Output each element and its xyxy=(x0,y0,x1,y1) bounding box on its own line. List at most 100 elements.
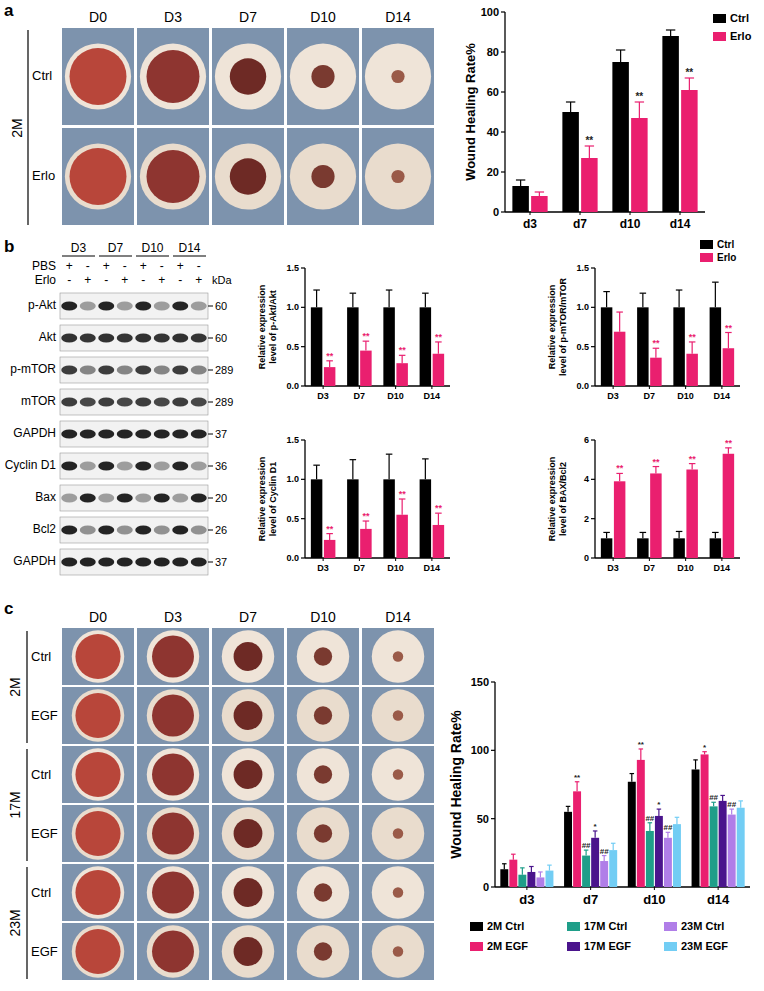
skin xyxy=(147,689,199,741)
x-tick xyxy=(431,558,432,561)
kda-label: 37 xyxy=(215,556,227,568)
error-line xyxy=(402,355,403,363)
y-axis-label: Relative expressionlevel of p-mTOR/mTOR xyxy=(547,277,568,376)
wound xyxy=(393,710,403,720)
y-tick-label: 0.5 xyxy=(286,342,299,352)
blot-band xyxy=(80,494,96,503)
error-line xyxy=(722,795,723,800)
photo-background xyxy=(137,864,209,921)
error-cap xyxy=(603,532,610,533)
wound xyxy=(311,165,334,188)
row-label: EGF xyxy=(31,708,58,723)
wound-photo xyxy=(62,746,134,803)
error-bar xyxy=(511,854,516,859)
error-line xyxy=(606,292,607,308)
error-bar xyxy=(635,102,644,118)
x-tick-label: D3 xyxy=(317,563,329,573)
wound xyxy=(230,58,266,94)
error-line xyxy=(365,521,366,529)
chart: 0.00.51.01.5D3D7D10D14Relative expressio… xyxy=(257,435,450,573)
error-line xyxy=(576,782,577,792)
y-tick-label: 1.5 xyxy=(286,435,299,445)
x-tick xyxy=(323,558,324,561)
x-tick-label: d3 xyxy=(523,217,537,231)
bar xyxy=(614,332,625,386)
blot-band xyxy=(98,334,114,343)
error-line xyxy=(640,749,641,760)
error-line xyxy=(619,312,620,332)
x-tick xyxy=(685,558,686,561)
y-tick-label: 100 xyxy=(481,6,499,18)
plot-area xyxy=(311,454,444,558)
annotations: ******** xyxy=(616,438,732,474)
x-tick-label: D7 xyxy=(644,391,656,401)
wound xyxy=(234,937,263,966)
group-bracket xyxy=(26,631,27,743)
error-bar xyxy=(720,795,725,800)
wound xyxy=(314,824,332,842)
legend-swatch xyxy=(567,942,580,951)
error-bar xyxy=(729,809,734,814)
error-line xyxy=(389,290,390,307)
error-line xyxy=(639,102,640,118)
y-tick-label: 0.5 xyxy=(286,514,299,524)
error-cap xyxy=(535,191,544,192)
x-tick-label: d10 xyxy=(643,892,665,907)
wound-photo xyxy=(287,687,359,744)
error-bar xyxy=(547,865,552,870)
treatment-sign: + xyxy=(121,273,128,287)
legend-swatch xyxy=(700,253,713,262)
y-tick xyxy=(501,131,505,132)
wound xyxy=(70,148,127,205)
blot-band xyxy=(191,302,207,311)
error-bar xyxy=(350,293,357,307)
error-line xyxy=(438,342,439,354)
bar xyxy=(601,538,612,558)
photo-background xyxy=(362,864,434,921)
skin xyxy=(290,143,356,209)
wound xyxy=(234,760,263,789)
skin xyxy=(222,866,274,918)
y-tick-label: 1.0 xyxy=(286,302,299,312)
blot-band xyxy=(117,302,133,311)
wound-photo xyxy=(287,746,359,803)
legend-label: 17M EGF xyxy=(584,940,631,952)
error-bar xyxy=(711,802,716,806)
x-tick-label: D7 xyxy=(644,563,656,573)
error-bar xyxy=(648,823,653,831)
x-tick xyxy=(649,558,650,561)
error-bar xyxy=(399,355,406,363)
treatment-sign: - xyxy=(104,273,108,287)
skin xyxy=(297,866,349,918)
legend-label: Ctrl xyxy=(730,12,749,24)
wound-photo xyxy=(137,805,209,862)
blot-band xyxy=(191,430,207,439)
photo-background xyxy=(212,128,284,225)
y-tick-label: 1.5 xyxy=(576,263,589,273)
wound-photo xyxy=(212,805,284,862)
skin xyxy=(372,748,424,800)
column-label: D0 xyxy=(89,9,107,25)
blot-band xyxy=(61,526,77,535)
treatment-sign: + xyxy=(140,259,147,273)
error-bar xyxy=(639,749,644,760)
x-tick xyxy=(323,386,324,389)
timepoint-line xyxy=(173,256,206,257)
error-line xyxy=(504,864,505,869)
y-tick xyxy=(301,557,305,558)
y-tick xyxy=(501,171,505,172)
timepoint-label: D14 xyxy=(178,241,200,255)
x-tick xyxy=(680,212,681,215)
error-bar xyxy=(435,513,442,525)
skin xyxy=(365,43,431,109)
timepoint-line xyxy=(99,256,132,257)
wound-photo xyxy=(212,628,284,685)
error-cap xyxy=(516,179,525,180)
timepoint-line xyxy=(136,256,169,257)
wound-photo xyxy=(287,628,359,685)
treatment-sign: - xyxy=(86,259,90,273)
skin xyxy=(147,807,199,859)
legend-swatch xyxy=(713,14,726,23)
y-tick xyxy=(301,479,305,480)
bar xyxy=(601,307,612,386)
